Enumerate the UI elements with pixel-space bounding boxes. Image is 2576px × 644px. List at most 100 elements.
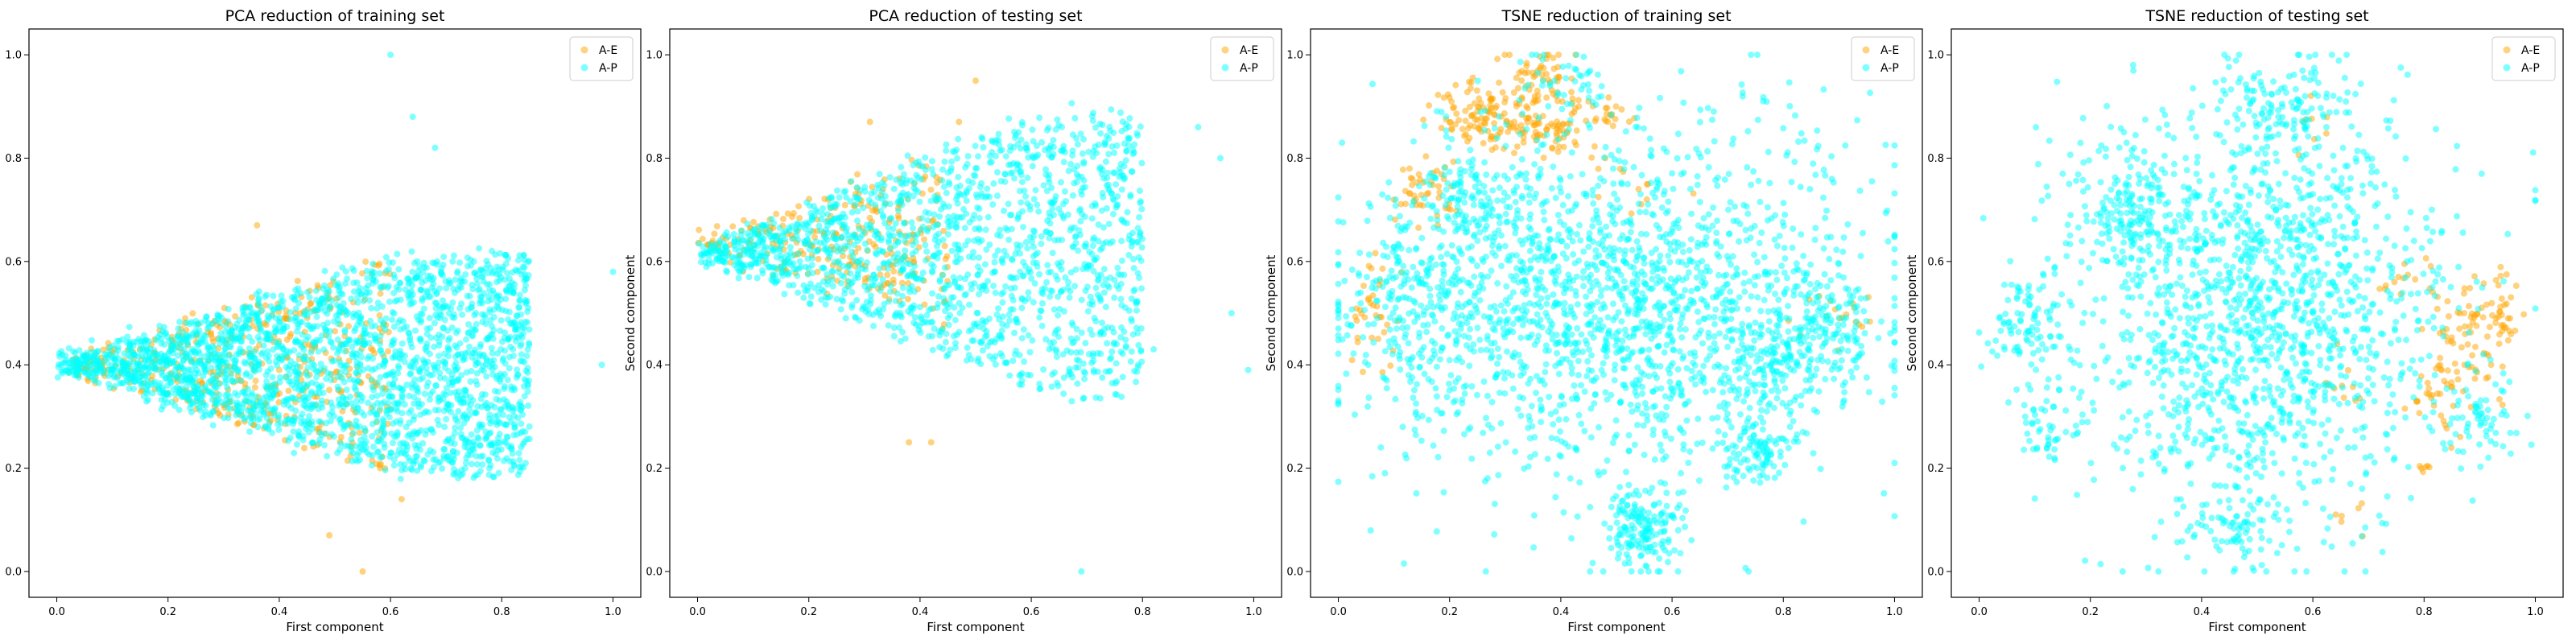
point (323, 419, 330, 427)
point (1019, 122, 1026, 129)
point (510, 458, 517, 465)
point (472, 327, 479, 334)
point (874, 231, 881, 238)
point (881, 192, 889, 200)
point (874, 181, 881, 188)
point (978, 237, 985, 244)
point (1072, 233, 1080, 240)
point (1134, 225, 1141, 232)
point (954, 155, 960, 162)
point (770, 264, 778, 270)
point (341, 378, 348, 386)
point (992, 252, 999, 259)
point (1517, 122, 1525, 129)
point (877, 282, 884, 288)
point (358, 353, 365, 361)
point (910, 225, 916, 232)
point (1511, 150, 1517, 157)
point (1070, 243, 1077, 250)
point (249, 338, 256, 345)
point (521, 277, 528, 284)
point (1060, 159, 1067, 166)
point (385, 283, 392, 290)
point (980, 325, 988, 332)
point (138, 380, 145, 387)
point (1007, 161, 1014, 168)
point (309, 440, 316, 446)
point (1024, 200, 1031, 207)
point (234, 369, 242, 375)
point (386, 381, 393, 388)
point (517, 468, 523, 475)
point (842, 188, 849, 195)
point (824, 278, 832, 284)
point (952, 316, 959, 324)
point (89, 336, 95, 344)
point (241, 397, 248, 404)
point (336, 416, 344, 423)
point (1138, 205, 1146, 213)
point (915, 275, 922, 283)
point (239, 304, 246, 312)
point (374, 448, 381, 456)
point (1134, 361, 1141, 369)
point (461, 464, 469, 472)
point (382, 467, 389, 474)
point (417, 310, 424, 317)
point (517, 342, 524, 349)
point (336, 347, 343, 354)
point (1136, 188, 1143, 194)
scatter-points (1335, 52, 1898, 575)
point (968, 356, 975, 363)
point (370, 386, 377, 394)
x-tick-label: 0.0 (48, 606, 65, 618)
point (1071, 283, 1078, 290)
point (731, 239, 738, 246)
point (256, 303, 263, 310)
point (1554, 97, 1561, 105)
point (379, 433, 386, 440)
point (479, 268, 486, 275)
point (275, 426, 283, 433)
point (890, 332, 898, 340)
point (1095, 141, 1102, 148)
point (885, 260, 892, 267)
point (430, 275, 437, 282)
point (847, 270, 854, 277)
point (1009, 296, 1017, 303)
point (991, 339, 998, 346)
point (483, 433, 490, 440)
point (457, 424, 464, 431)
point (242, 319, 250, 326)
point (1017, 250, 1024, 257)
point (353, 369, 360, 377)
point (838, 279, 844, 287)
point (163, 329, 169, 336)
point (981, 261, 989, 268)
point (345, 336, 353, 343)
point (126, 385, 133, 392)
point (372, 322, 378, 329)
point (398, 340, 406, 347)
point (838, 233, 845, 241)
point (796, 258, 803, 265)
point (474, 471, 481, 478)
point (1116, 173, 1123, 180)
point (171, 402, 179, 409)
point (72, 349, 79, 357)
point (390, 290, 398, 296)
point (997, 332, 1004, 339)
point (1001, 171, 1009, 178)
point (340, 341, 347, 348)
point (460, 357, 467, 364)
point (290, 428, 297, 436)
point (957, 246, 964, 254)
point (433, 334, 440, 341)
point (83, 368, 89, 375)
point (1018, 335, 1026, 342)
point (844, 242, 852, 250)
point (293, 441, 300, 448)
point (212, 384, 219, 391)
point (248, 294, 255, 301)
point (1068, 398, 1075, 405)
